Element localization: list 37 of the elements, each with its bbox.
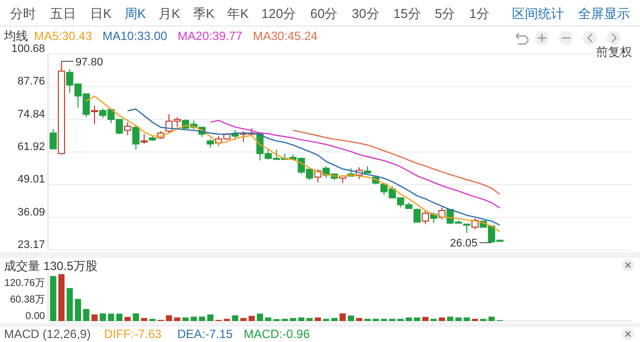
text: 分时 [10, 6, 36, 21]
text: 周K [124, 6, 146, 21]
text: 月K [158, 6, 181, 21]
text: 五日 [50, 6, 76, 21]
text: MA10:33.00 [102, 29, 168, 43]
text: 日K [90, 6, 112, 21]
text: 全屏显示 [578, 6, 630, 21]
y-tick-label: 23.17 [17, 239, 45, 251]
legend-title: 均线 [3, 29, 28, 43]
y-tick-label: 100.68 [11, 43, 45, 55]
y-tick-label: 36.09 [17, 206, 45, 218]
y-tick-label: 60.38万 [10, 294, 45, 306]
text: MA5:30.43 [34, 29, 92, 43]
text: 60分 [310, 6, 338, 21]
text: DEA:-7.15 [177, 327, 233, 341]
text: 区间统计 [512, 6, 564, 21]
text: MA30:45.24 [252, 29, 318, 43]
text: 年K [227, 6, 250, 21]
text: 15分 [393, 6, 421, 21]
text: MA20:39.77 [178, 29, 243, 43]
text: MACD:-0.96 [244, 327, 310, 341]
text: 1分 [469, 6, 490, 21]
y-tick-label: 120.76万 [4, 278, 45, 290]
annotation: 97.80 [75, 56, 103, 68]
y-tick-label: 87.76 [17, 76, 45, 88]
y-tick-label: 74.84 [17, 108, 45, 120]
y-tick-label: 61.92 [17, 141, 45, 154]
y-tick-label: 0.00 [26, 311, 46, 322]
text: 季K [192, 6, 215, 21]
text: 30分 [352, 6, 380, 21]
text: 120分 [261, 6, 296, 21]
chart-title: 成交量 130.5万股 [4, 259, 98, 273]
text: DIFF:-7.63 [104, 327, 162, 341]
y-tick-label: 49.01 [17, 174, 45, 186]
text: MACD (12,26,9) [4, 327, 91, 341]
text: 5分 [434, 6, 456, 21]
annotation: 26.05 [450, 238, 478, 250]
